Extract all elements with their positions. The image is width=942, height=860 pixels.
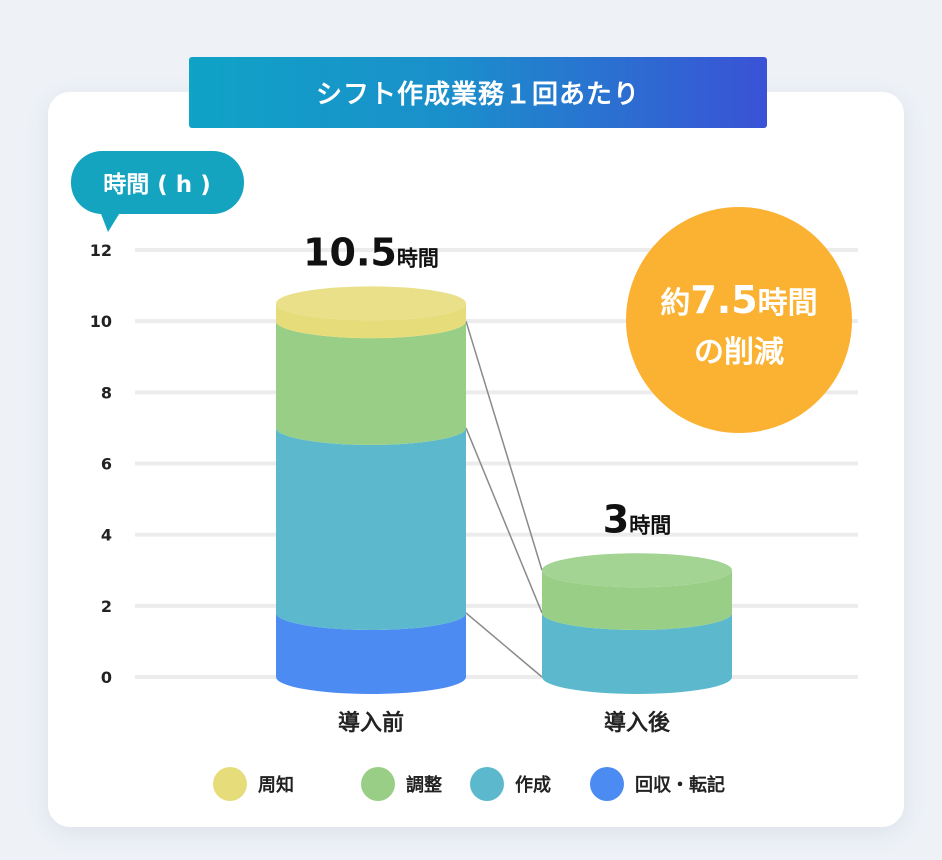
connector-line xyxy=(465,427,543,614)
x-axis-labels: 導入前 導入後 xyxy=(338,710,671,736)
bar-top-cap-1 xyxy=(542,553,732,588)
badge-line2: の削減 xyxy=(694,335,784,370)
legend-swatch xyxy=(590,767,624,801)
legend-label: 作成 xyxy=(515,774,551,796)
y-tick-label: 10 xyxy=(90,312,112,331)
total-label: 3時間 xyxy=(603,497,671,541)
x-tick-label: 導入後 xyxy=(604,710,671,736)
bar-segment-0-1 xyxy=(276,427,466,630)
legend: 周知 調整 作成 回収・転記 xyxy=(213,767,725,801)
svg-text:約7.5時間: 約7.5時間 xyxy=(660,278,817,322)
total-value: 3 xyxy=(603,497,629,541)
y-axis-ticks: 0 2 4 6 8 10 12 xyxy=(90,241,112,687)
reduction-badge: 約7.5時間 の削減 xyxy=(626,207,852,433)
connector-line xyxy=(465,320,543,571)
legend-label: 周知 xyxy=(258,774,294,796)
y-tick-label: 12 xyxy=(90,241,112,260)
connector-lines xyxy=(465,320,543,678)
bar-top-highlight-0 xyxy=(276,286,466,321)
badge-prefix: 約 xyxy=(660,286,690,321)
bar-top-highlight-1 xyxy=(542,553,732,588)
connector-line xyxy=(465,612,543,678)
bars xyxy=(276,286,733,694)
bar-segment-0-2 xyxy=(276,321,466,445)
y-tick-label: 2 xyxy=(101,597,112,616)
legend-label: 調整 xyxy=(406,774,442,796)
chart-title: シフト作成業務１回あたり xyxy=(315,80,640,110)
badge-unit: 時間 xyxy=(758,286,818,321)
legend-swatch xyxy=(213,767,247,801)
total-unit: 時間 xyxy=(629,513,671,537)
badge-number: 7.5 xyxy=(690,278,757,322)
bar-segment-1-1 xyxy=(542,570,733,630)
legend-swatch xyxy=(361,767,395,801)
legend-swatch xyxy=(470,767,504,801)
y-tick-label: 0 xyxy=(101,668,112,687)
y-tick-label: 6 xyxy=(101,455,112,474)
total-value: 10.5 xyxy=(303,230,397,274)
bar-segment-0-3 xyxy=(276,303,466,339)
bar-segment-0-0 xyxy=(276,612,466,694)
y-axis-label: 時間 ( h ) xyxy=(103,172,210,198)
legend-label: 回収・転記 xyxy=(635,774,725,796)
total-label: 10.5時間 xyxy=(303,230,439,274)
y-axis-unit-pill: 時間 ( h ) xyxy=(71,151,244,232)
bar-top-cap-0 xyxy=(276,286,466,321)
total-unit: 時間 xyxy=(397,246,439,270)
x-tick-label: 導入前 xyxy=(338,710,404,736)
y-tick-label: 8 xyxy=(101,383,112,402)
y-tick-label: 4 xyxy=(101,526,112,545)
bar-segment-1-0 xyxy=(542,612,732,694)
chart-title-banner: シフト作成業務１回あたり xyxy=(189,57,767,128)
